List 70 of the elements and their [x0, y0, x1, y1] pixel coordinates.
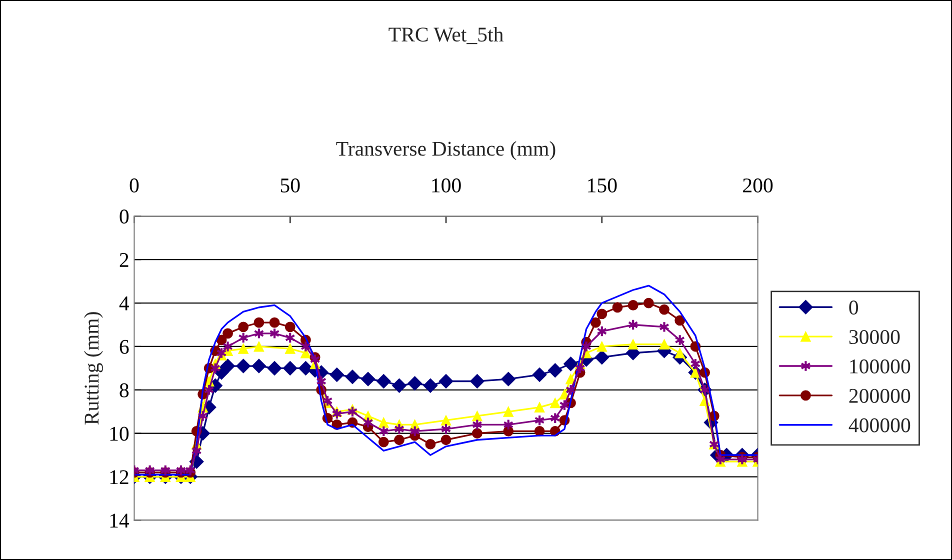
point: [596, 308, 608, 320]
x-axis-title: Transverse Distance (mm): [336, 141, 556, 160]
point: [376, 374, 391, 388]
point: [548, 363, 562, 378]
legend-label: 100000: [850, 359, 910, 374]
x-tick-label: 0: [130, 178, 139, 192]
point: [501, 372, 516, 386]
point: [628, 339, 638, 350]
point: [220, 358, 235, 374]
point: [590, 317, 601, 328]
y-axis-title: Rutting (mm): [84, 312, 103, 425]
point: [284, 343, 296, 354]
x-tick-label: 100: [432, 178, 461, 192]
point: [378, 417, 389, 428]
y-tick-label: 12: [110, 470, 128, 484]
point: [550, 398, 560, 408]
point: [534, 402, 545, 413]
point: [643, 298, 654, 308]
y-tick-label: 10: [110, 426, 129, 441]
point: [238, 322, 249, 332]
y-tick-label: 0: [120, 210, 129, 224]
point: [392, 378, 406, 393]
point: [222, 328, 233, 339]
point: [425, 439, 436, 450]
point: [254, 317, 264, 328]
point: [659, 339, 670, 350]
x-tick-label: 150: [588, 178, 617, 192]
point: [532, 367, 547, 382]
point: [269, 317, 280, 328]
point: [378, 436, 389, 448]
point: [472, 428, 482, 439]
point: [594, 350, 610, 365]
point: [284, 322, 296, 332]
point: [659, 304, 670, 315]
x-tick-label: 200: [743, 178, 773, 192]
point: [503, 406, 514, 417]
point: [674, 315, 686, 326]
point: [282, 360, 298, 376]
legend-label: 200000: [849, 388, 910, 403]
y-tick-label: 6: [120, 340, 129, 354]
y-tick-label: 2: [120, 253, 128, 267]
point: [394, 434, 404, 446]
point: [440, 434, 452, 446]
point: [440, 415, 452, 426]
point: [423, 378, 438, 393]
x-tick-label: 50: [280, 178, 300, 192]
point: [238, 343, 249, 354]
legend-label: 0: [849, 300, 858, 315]
y-tick-label: 8: [120, 383, 129, 398]
point: [252, 358, 266, 374]
point: [360, 372, 376, 386]
point: [408, 376, 422, 391]
point: [596, 341, 608, 352]
y-tick-label: 14: [110, 514, 130, 528]
point: [470, 374, 484, 388]
point: [267, 360, 282, 376]
point: [236, 358, 251, 374]
point: [472, 410, 482, 422]
y-tick-label: 4: [119, 296, 130, 310]
point: [612, 302, 623, 313]
point: [564, 356, 578, 372]
point: [628, 300, 638, 310]
point: [345, 370, 360, 384]
legend-label: 400000: [848, 418, 910, 432]
point: [330, 367, 344, 382]
point: [438, 374, 454, 388]
legend-label: 30000: [849, 330, 900, 344]
point: [566, 374, 576, 384]
point: [254, 341, 264, 352]
chart-title: TRC Wet_5th: [388, 26, 504, 44]
